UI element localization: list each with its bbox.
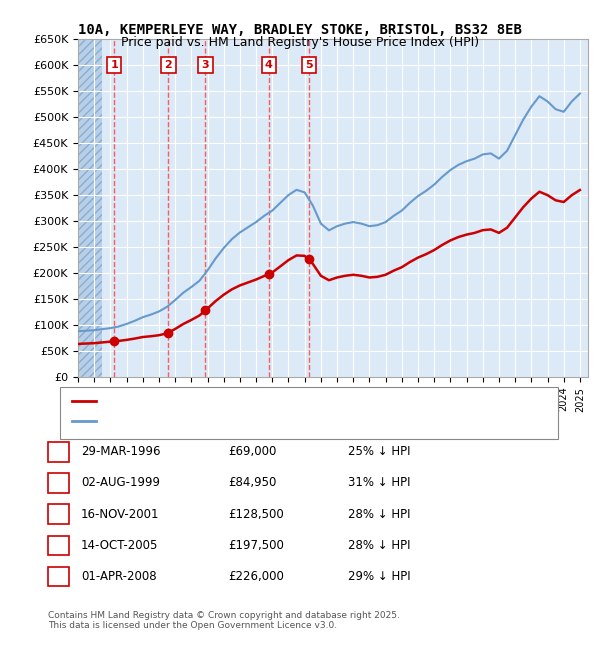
Text: 2: 2 xyxy=(164,60,172,70)
Text: 31% ↓ HPI: 31% ↓ HPI xyxy=(348,476,410,489)
Text: 5: 5 xyxy=(305,60,313,70)
Text: 3: 3 xyxy=(202,60,209,70)
Text: 10A, KEMPERLEYE WAY, BRADLEY STOKE, BRISTOL, BS32 8EB (detached house): 10A, KEMPERLEYE WAY, BRADLEY STOKE, BRIS… xyxy=(102,396,516,406)
Text: £226,000: £226,000 xyxy=(228,570,284,583)
Text: 01-APR-2008: 01-APR-2008 xyxy=(81,570,157,583)
Text: £84,950: £84,950 xyxy=(228,476,277,489)
Text: 1: 1 xyxy=(110,60,118,70)
Text: £69,000: £69,000 xyxy=(228,445,277,458)
Text: 4: 4 xyxy=(265,60,273,70)
Bar xyxy=(78,39,102,377)
Text: 10A, KEMPERLEYE WAY, BRADLEY STOKE, BRISTOL, BS32 8EB: 10A, KEMPERLEYE WAY, BRADLEY STOKE, BRIS… xyxy=(78,23,522,37)
Text: 1: 1 xyxy=(54,445,62,458)
Text: £128,500: £128,500 xyxy=(228,508,284,521)
Text: 3: 3 xyxy=(54,508,62,521)
Text: Price paid vs. HM Land Registry's House Price Index (HPI): Price paid vs. HM Land Registry's House … xyxy=(121,36,479,49)
Text: 29% ↓ HPI: 29% ↓ HPI xyxy=(348,570,410,583)
Text: 25% ↓ HPI: 25% ↓ HPI xyxy=(348,445,410,458)
Text: 28% ↓ HPI: 28% ↓ HPI xyxy=(348,539,410,552)
Text: 16-NOV-2001: 16-NOV-2001 xyxy=(81,508,160,521)
Text: 2: 2 xyxy=(54,476,62,489)
Text: 5: 5 xyxy=(54,570,62,583)
Text: 14-OCT-2005: 14-OCT-2005 xyxy=(81,539,158,552)
Text: £197,500: £197,500 xyxy=(228,539,284,552)
Text: 4: 4 xyxy=(54,539,62,552)
Text: HPI: Average price, detached house, South Gloucestershire: HPI: Average price, detached house, Sout… xyxy=(102,415,411,426)
Text: 29-MAR-1996: 29-MAR-1996 xyxy=(81,445,161,458)
Text: 28% ↓ HPI: 28% ↓ HPI xyxy=(348,508,410,521)
Text: 02-AUG-1999: 02-AUG-1999 xyxy=(81,476,160,489)
Text: Contains HM Land Registry data © Crown copyright and database right 2025.
This d: Contains HM Land Registry data © Crown c… xyxy=(48,611,400,630)
